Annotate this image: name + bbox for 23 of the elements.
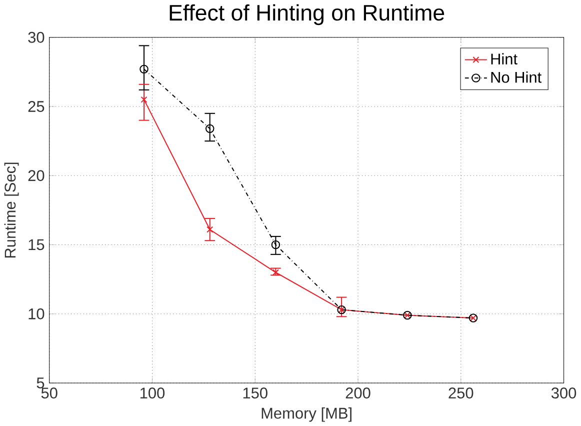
x-tick-label: 150 — [243, 388, 268, 398]
legend-label: Hint — [491, 53, 518, 64]
y-tick-label: 25 — [28, 100, 44, 112]
y-tick-label: 15 — [28, 239, 44, 250]
legend-label: No Hint — [491, 71, 542, 83]
x-tick-label: 50 — [41, 388, 58, 398]
y-tick-label: 5 — [36, 378, 44, 388]
x-tick-label: 100 — [140, 388, 165, 398]
point — [140, 64, 148, 74]
x-tick-label: 300 — [551, 388, 576, 398]
point — [205, 124, 214, 133]
point — [206, 226, 214, 233]
y-axis-title: Runtime [Sec] — [4, 162, 19, 258]
point — [140, 96, 148, 103]
y-tick-label: 20 — [28, 170, 44, 182]
point — [271, 240, 280, 250]
y-tick-label: 30 — [28, 32, 44, 43]
x-tick-label: 200 — [346, 388, 370, 398]
x-axis-title: Memory [MB] — [262, 407, 352, 422]
point — [272, 269, 279, 276]
chart-title: Effect of Hinting on Runtime — [170, 4, 444, 26]
x-tick-label: 250 — [448, 388, 474, 398]
y-tick-label: 10 — [28, 308, 44, 320]
